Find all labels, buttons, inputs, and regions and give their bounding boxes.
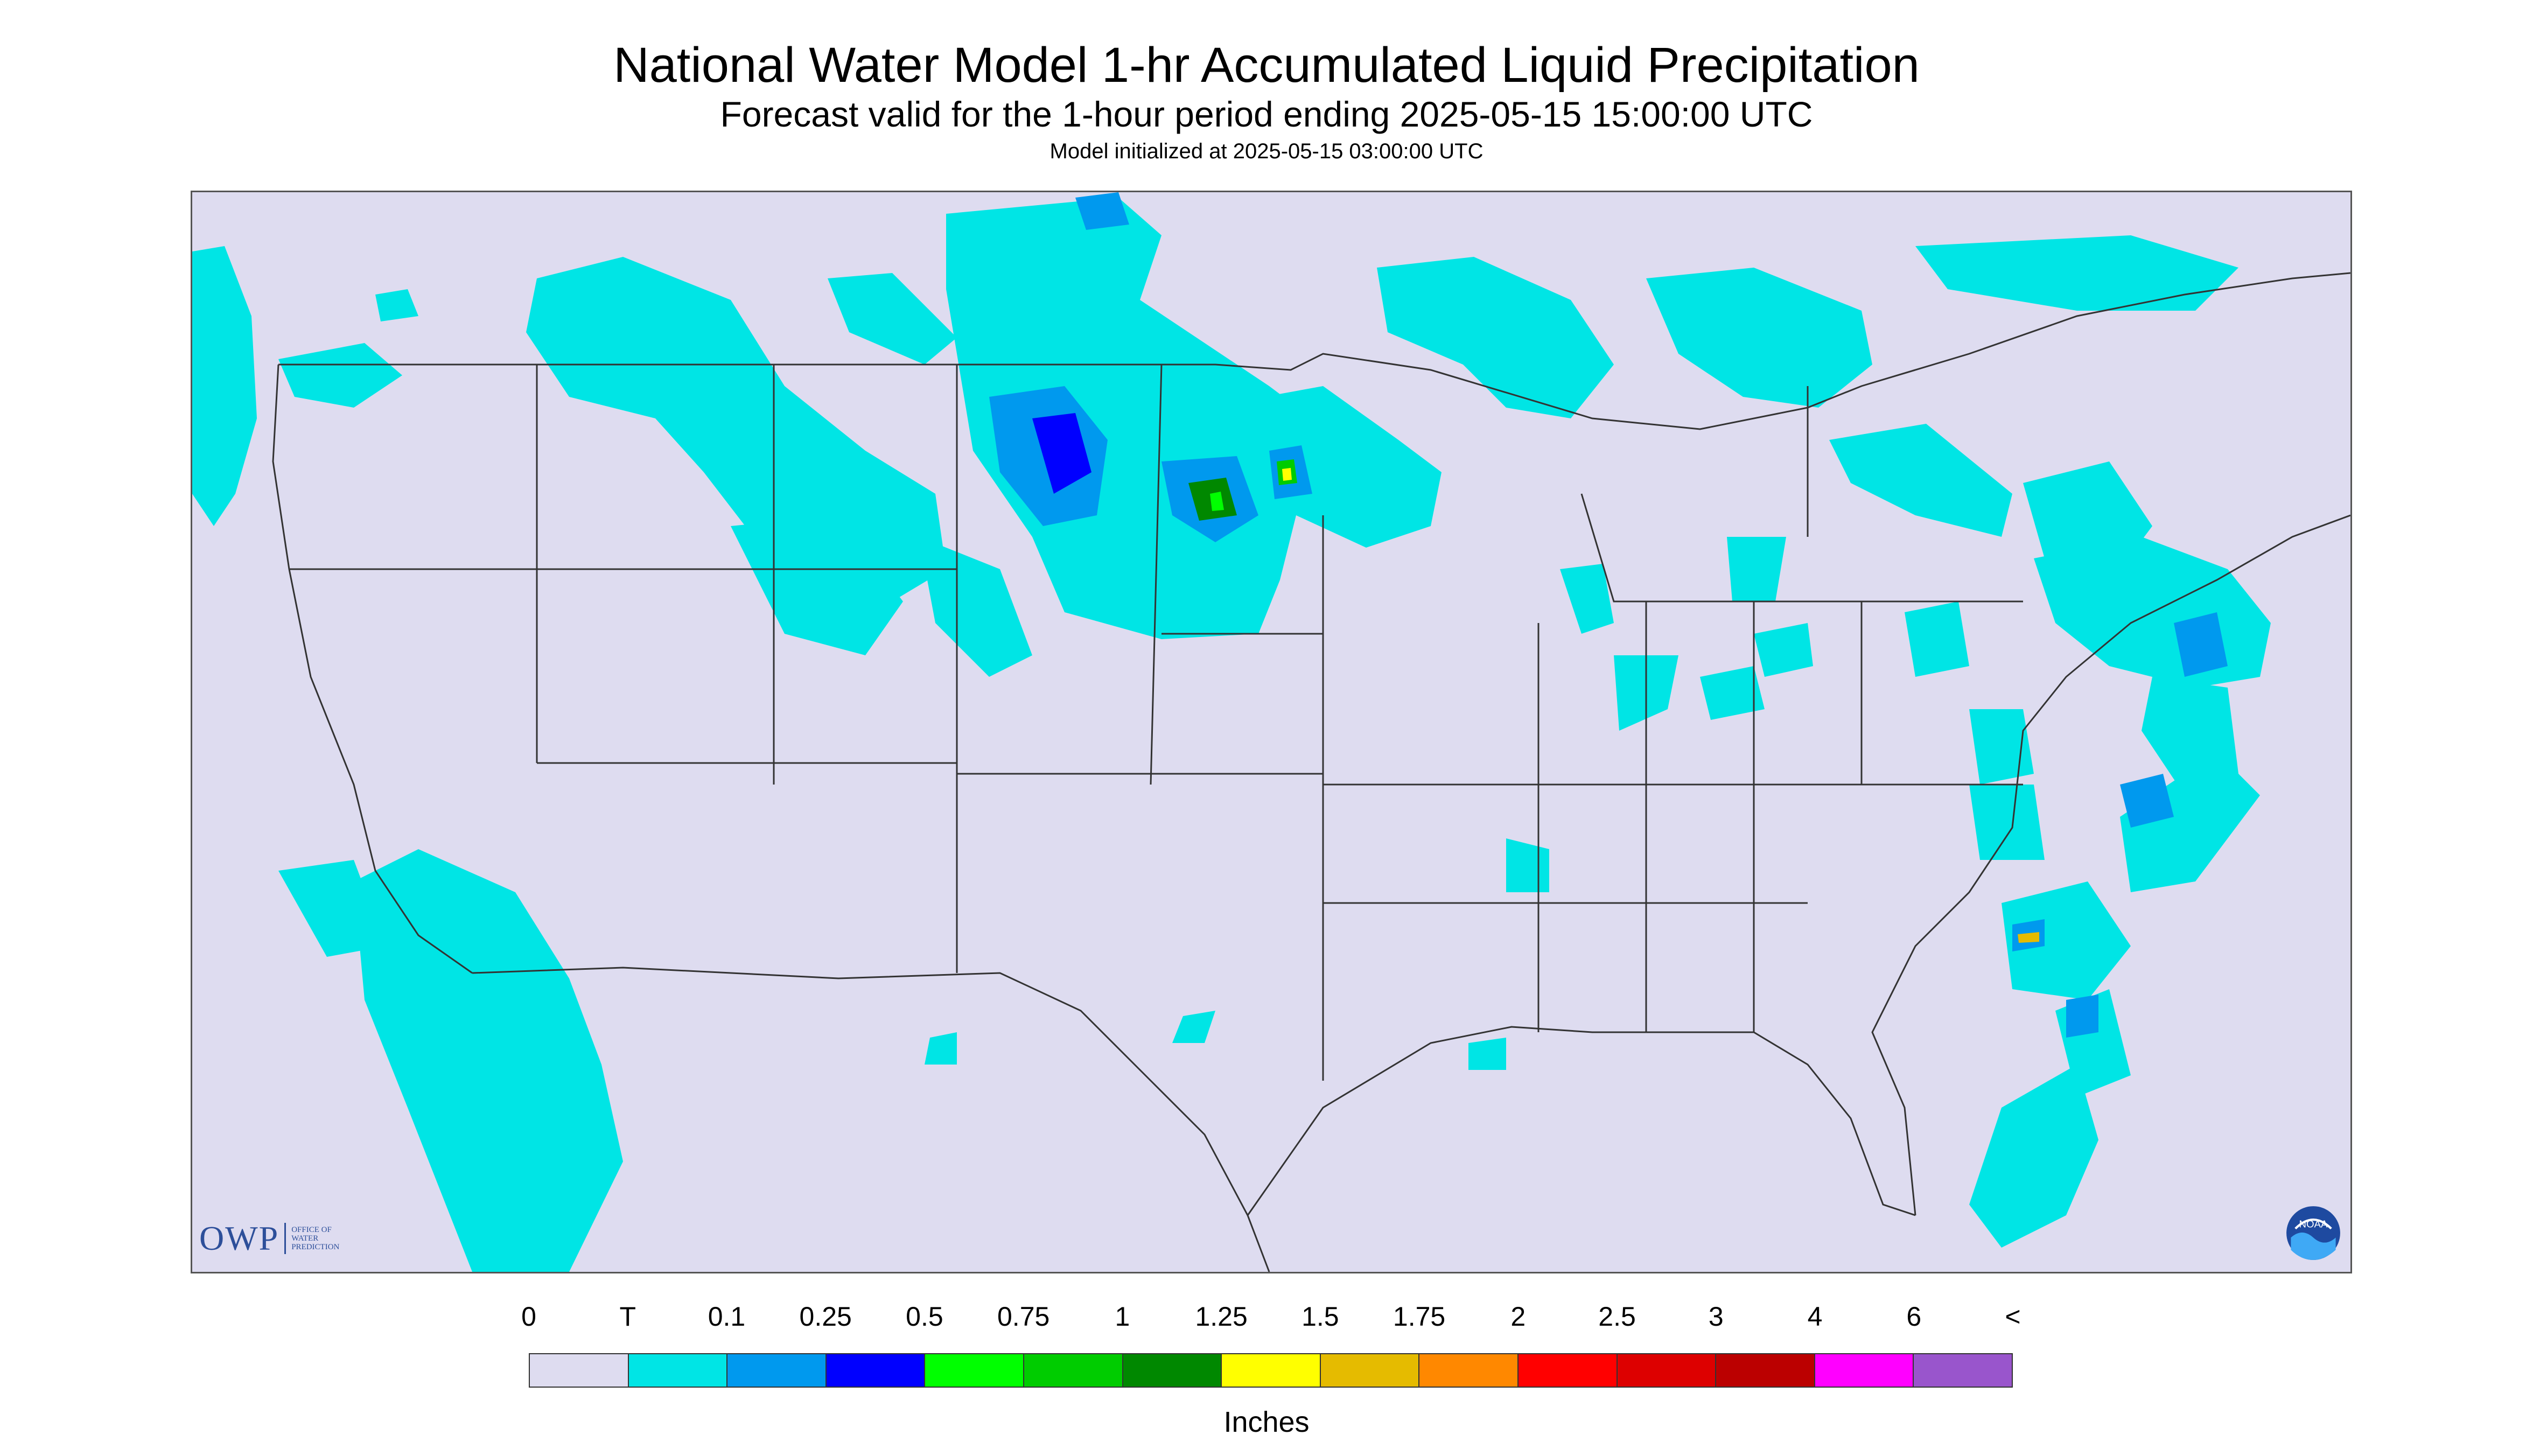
owp-logo-divider bbox=[284, 1223, 286, 1254]
outer-region-left bbox=[192, 580, 472, 1272]
legend-swatch bbox=[1815, 1354, 1914, 1387]
legend-swatch bbox=[1617, 1354, 1717, 1387]
owp-logo-letters: OWP bbox=[199, 1219, 279, 1257]
owp-logo-text: OFFICE OF WATER PREDICTION bbox=[291, 1226, 339, 1251]
precipitation-map bbox=[191, 191, 2352, 1273]
legend-swatch bbox=[1123, 1354, 1222, 1387]
legend-swatch bbox=[1914, 1354, 2012, 1387]
legend-label: 2 bbox=[1510, 1301, 1526, 1332]
legend-label: 0.75 bbox=[997, 1301, 1050, 1332]
legend-swatch bbox=[1320, 1354, 1420, 1387]
legend-label: 1.5 bbox=[1302, 1301, 1339, 1332]
legend-units: Inches bbox=[1223, 1406, 1310, 1438]
legend-labels: 0 T 0.1 0.25 0.5 0.75 1 1.25 1.5 1.75 2 2.5 3 4 6 < bbox=[0, 1301, 2533, 1339]
forecast-valid-subtitle: Forecast valid for the 1-hour period end… bbox=[720, 94, 1813, 134]
legend-label: 0.5 bbox=[906, 1301, 943, 1332]
map-title: National Water Model 1-hr Accumulated Li… bbox=[613, 38, 1920, 93]
precip-heavier-areas bbox=[989, 192, 2228, 1038]
legend-label: 0 bbox=[521, 1301, 536, 1332]
legend-swatch bbox=[925, 1354, 1024, 1387]
legend-swatch bbox=[826, 1354, 926, 1387]
legend-label: 0.1 bbox=[708, 1301, 746, 1332]
owp-line-1: OFFICE OF bbox=[291, 1226, 332, 1234]
legend-label: 1.25 bbox=[1195, 1301, 1248, 1332]
legend-swatch bbox=[530, 1354, 629, 1387]
legend-label: 4 bbox=[1807, 1301, 1823, 1332]
legend-label: 2.5 bbox=[1598, 1301, 1636, 1332]
noaa-logo-text: NOAA bbox=[2299, 1219, 2328, 1230]
legend-swatch bbox=[628, 1354, 728, 1387]
legend-swatch bbox=[1419, 1354, 1519, 1387]
boundaries bbox=[272, 272, 2350, 1272]
legend-swatch bbox=[1222, 1354, 1321, 1387]
legend-label: T bbox=[619, 1301, 636, 1332]
legend-label: < bbox=[2005, 1301, 2021, 1332]
owp-line-2: WATER bbox=[291, 1234, 319, 1243]
legend-label: 1.75 bbox=[1393, 1301, 1446, 1332]
legend-label: 1 bbox=[1115, 1301, 1130, 1332]
legend-swatch bbox=[1024, 1354, 1123, 1387]
noaa-logo-icon: NOAA bbox=[2286, 1206, 2340, 1260]
owp-line-3: PREDICTION bbox=[291, 1243, 340, 1251]
legend-swatch bbox=[727, 1354, 827, 1387]
legend-label: 0.25 bbox=[799, 1301, 852, 1332]
legend-swatch bbox=[1716, 1354, 1815, 1387]
legend-swatch bbox=[1518, 1354, 1618, 1387]
legend-color-bar bbox=[529, 1353, 2013, 1388]
legend-label: 3 bbox=[1708, 1301, 1724, 1332]
owp-logo: OWP OFFICE OF WATER PREDICTION bbox=[199, 1219, 339, 1257]
precip-trace-areas bbox=[192, 198, 2271, 1272]
model-init-text: Model initialized at 2025-05-15 03:00:00… bbox=[1049, 139, 1484, 163]
legend-label: 6 bbox=[1906, 1301, 1922, 1332]
